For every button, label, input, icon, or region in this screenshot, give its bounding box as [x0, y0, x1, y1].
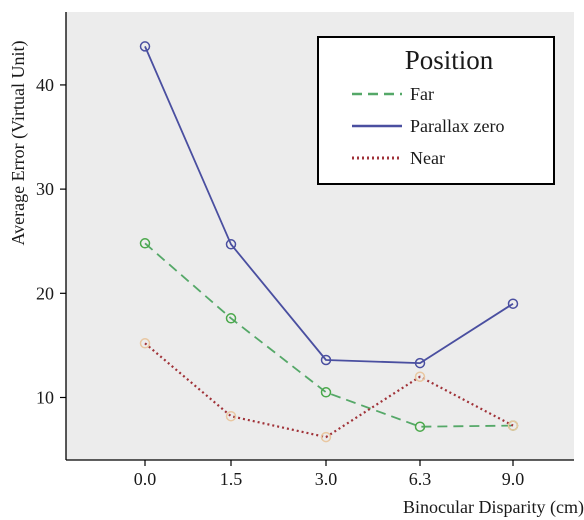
legend-label: Far	[410, 84, 434, 104]
data-point	[320, 354, 332, 366]
data-point	[414, 371, 426, 382]
x-tick-label: 3.0	[315, 469, 338, 489]
data-point	[139, 338, 151, 349]
legend: Position Far Parallax zero Near	[317, 36, 555, 185]
data-point	[225, 313, 237, 324]
data-point	[320, 431, 332, 443]
x-tick-label: 9.0	[502, 469, 525, 489]
legend-items: Far Parallax zero Near	[352, 84, 504, 168]
series-line	[144, 46, 514, 365]
series-layer	[139, 41, 519, 443]
data-point	[139, 238, 151, 249]
x-tick-label: 1.5	[220, 469, 243, 489]
x-tick-label: 6.3	[409, 469, 432, 489]
data-point	[139, 41, 151, 52]
series-line	[144, 342, 514, 439]
y-ticks: 10 20 30 40	[36, 75, 66, 407]
data-point	[414, 357, 426, 369]
data-point	[225, 410, 237, 422]
data-point	[414, 421, 426, 432]
x-tick-label: 0.0	[134, 469, 157, 489]
y-axis-label: Average Error (Virtual Unit)	[8, 40, 29, 245]
legend-label: Near	[410, 148, 445, 168]
data-point	[507, 420, 519, 431]
x-ticks: 0.0 1.5 3.0 6.3 9.0	[134, 460, 525, 489]
y-tick-label: 20	[36, 283, 54, 303]
legend-title: Position	[405, 45, 494, 75]
y-tick-label: 40	[36, 75, 54, 95]
data-point	[320, 387, 332, 398]
y-tick-label: 10	[36, 387, 54, 407]
data-point	[507, 298, 519, 309]
series-near	[139, 338, 519, 443]
legend-label: Parallax zero	[410, 116, 504, 136]
data-point	[225, 239, 237, 250]
series-parallax-zero	[139, 41, 519, 369]
x-axis-label: Binocular Disparity (cm)	[403, 497, 584, 518]
y-tick-label: 30	[36, 179, 54, 199]
